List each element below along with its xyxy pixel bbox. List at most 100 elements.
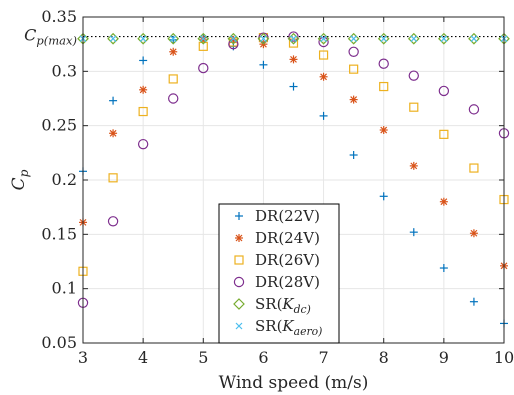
data-point <box>197 32 210 45</box>
legend-item: DR(22V) <box>235 207 320 225</box>
data-point <box>109 35 117 43</box>
data-point <box>408 70 419 81</box>
x-tick-label: 5 <box>198 348 208 367</box>
x-tick-label: 6 <box>258 348 268 367</box>
cp-max-label: Cp(max) <box>24 26 77 48</box>
legend-box <box>218 203 340 344</box>
y-axis-label: Cp <box>9 169 31 190</box>
data-point <box>319 111 328 120</box>
legend-item: DR(26V) <box>234 251 320 269</box>
axis-labels: 3 4 5 6 7 8 9 10 0.05 0.1 0.15 0.2 0.25 0.3 0.35 Wind s… <box>9 7 514 393</box>
data-point <box>469 229 478 238</box>
data-point <box>469 163 479 173</box>
legend-marker <box>235 212 243 220</box>
data-point <box>259 60 268 69</box>
data-point <box>317 32 330 45</box>
data-point <box>378 58 389 69</box>
data-point <box>379 126 388 135</box>
legend-label: DR(22V) <box>255 207 320 225</box>
data-point <box>167 32 180 45</box>
axis-ticks <box>82 16 505 344</box>
data-point <box>409 228 418 237</box>
data-point <box>289 55 298 64</box>
x-axis-label: Wind speed (m/s) <box>219 373 369 393</box>
data-point <box>318 36 329 48</box>
y-tick-label: 0.05 <box>41 333 77 352</box>
data-point <box>409 102 419 112</box>
y-tick-label: 0.25 <box>41 116 77 135</box>
data-point <box>288 31 299 42</box>
data-point <box>409 161 418 170</box>
legend-item: SR(Kdc) <box>233 295 311 316</box>
data-point <box>349 95 358 104</box>
data-point <box>438 32 450 45</box>
legend-label: SR(Kaero) <box>255 317 322 338</box>
legend: DR(22V) DR(24V) DR(26V) DR(28V) SR(Kdc)SR(Ka… <box>218 203 340 344</box>
data-point <box>198 41 208 51</box>
data-point <box>169 47 178 56</box>
data-point <box>407 32 420 45</box>
legend-marker <box>234 255 244 265</box>
data-point <box>289 82 298 91</box>
x-tick-label: 10 <box>494 348 514 367</box>
x-tick-label: 7 <box>318 348 328 367</box>
x-tick-label: 3 <box>78 348 88 367</box>
series-sr-k-aero- <box>79 35 508 43</box>
data-point <box>229 35 237 43</box>
data-point <box>227 32 240 45</box>
data-point <box>107 216 119 227</box>
data-point <box>138 106 148 117</box>
data-point <box>439 129 449 139</box>
data-point <box>348 46 359 57</box>
y-tick-label: 0.2 <box>52 170 77 189</box>
data-point <box>380 35 388 43</box>
data-point <box>349 151 358 160</box>
y-tick-label: 0.15 <box>41 224 77 243</box>
legend-label: SR(Kdc) <box>255 295 311 316</box>
data-point <box>379 81 389 92</box>
data-point <box>287 32 300 45</box>
data-point <box>347 32 360 45</box>
data-point <box>139 35 147 43</box>
data-point <box>379 192 388 201</box>
data-point <box>260 35 267 43</box>
data-point <box>439 264 448 273</box>
data-point <box>377 32 390 45</box>
data-point <box>410 35 418 43</box>
legend-marker <box>235 322 243 330</box>
data-point <box>257 32 270 45</box>
data-point <box>109 129 118 138</box>
data-point <box>319 72 328 81</box>
y-tick-label: 0.3 <box>52 61 77 80</box>
legend-label: DR(28V) <box>255 273 320 291</box>
data-point <box>137 138 149 150</box>
legend-item: DR(24V) <box>235 229 320 247</box>
legend-marker <box>233 276 245 288</box>
data-point <box>168 93 179 104</box>
data-point <box>318 50 329 60</box>
data-point <box>468 32 480 45</box>
data-point <box>168 74 178 84</box>
legend-label: DR(26V) <box>255 251 320 269</box>
legend-item: DR(28V) <box>233 273 320 291</box>
x-tick-label: 9 <box>439 348 449 367</box>
data-point <box>199 35 207 43</box>
data-point <box>139 56 148 65</box>
data-point <box>139 85 148 94</box>
data-point <box>108 173 118 183</box>
y-tick-label: 0.1 <box>52 279 77 298</box>
data-point <box>320 35 327 43</box>
data-point <box>107 32 119 45</box>
data-point <box>137 32 149 45</box>
data-point <box>350 35 358 43</box>
data-point <box>109 96 118 105</box>
data-point <box>440 35 448 43</box>
legend-label: DR(24V) <box>255 229 320 247</box>
data-point <box>169 35 178 44</box>
data-point <box>290 35 297 43</box>
data-point <box>169 35 177 43</box>
x-tick-label: 4 <box>138 348 148 367</box>
data-point <box>470 35 478 43</box>
data-point <box>198 62 209 74</box>
